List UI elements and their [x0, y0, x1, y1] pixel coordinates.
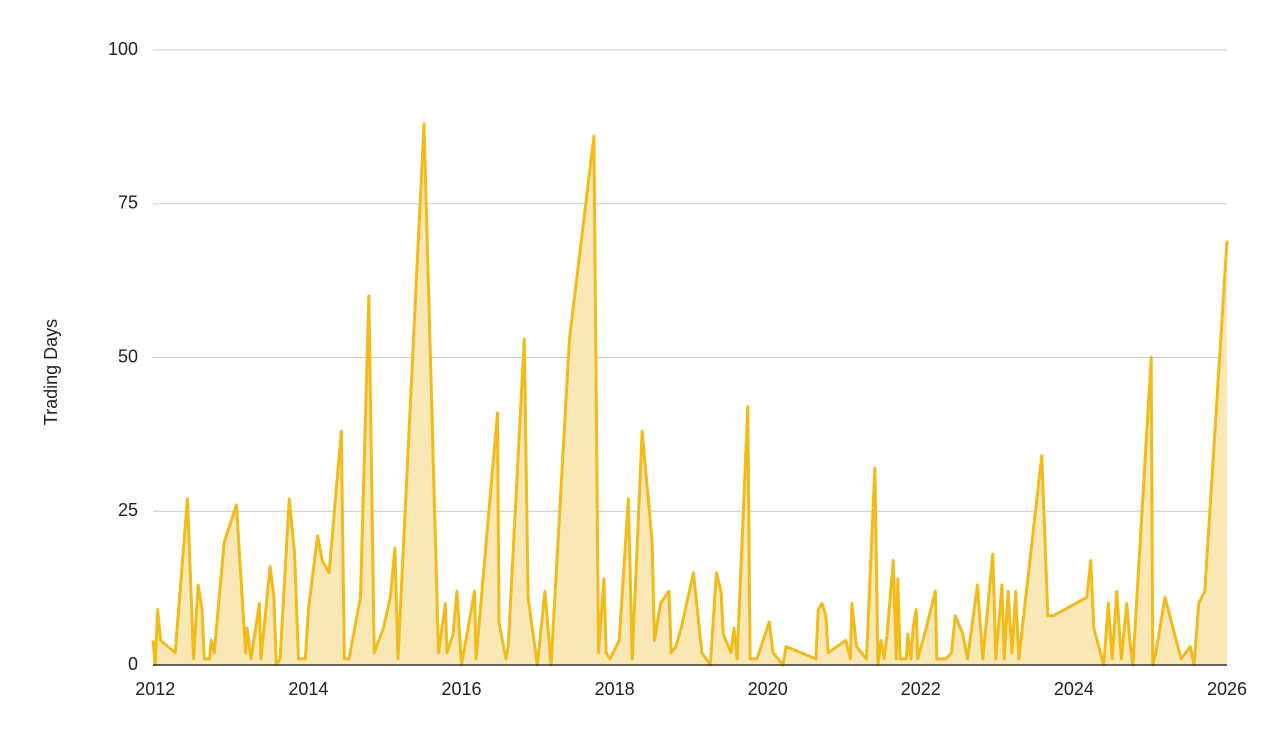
x-tick-label: 2012	[135, 679, 175, 699]
y-tick-label: 0	[128, 654, 138, 674]
area-line	[151, 122, 1229, 667]
y-tick-label: 25	[118, 500, 138, 520]
y-tick-label: 100	[108, 39, 138, 59]
x-tick-label: 2024	[1054, 679, 1094, 699]
x-tick-label: 2020	[748, 679, 788, 699]
x-tick-label: 2014	[288, 679, 328, 699]
x-tick-label: 2016	[441, 679, 481, 699]
y-tick-label: 75	[118, 193, 138, 213]
x-tick-label: 2026	[1207, 679, 1247, 699]
y-tick-label: 50	[118, 346, 138, 366]
area-fill	[153, 123, 1227, 666]
x-tick-label: 2022	[901, 679, 941, 699]
x-tick-label: 2018	[595, 679, 635, 699]
y-axis-label: Trading Days	[41, 319, 61, 425]
